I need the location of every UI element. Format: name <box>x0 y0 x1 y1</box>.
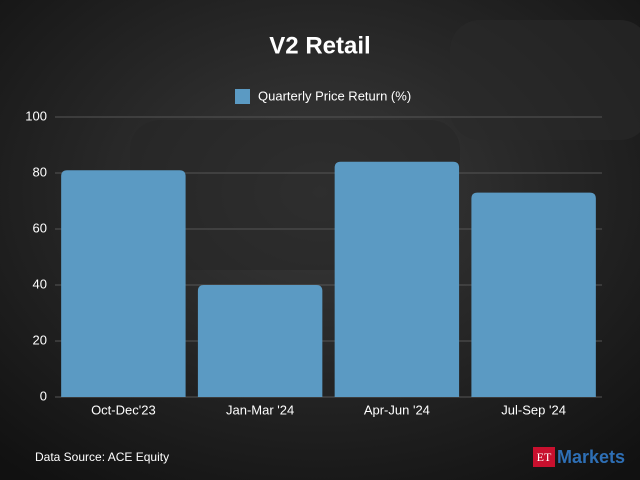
y-tick-label: 0 <box>40 388 47 403</box>
y-tick-label: 100 <box>25 108 47 123</box>
x-tick-label: Oct-Dec'23 <box>91 402 156 417</box>
logo-et: ET <box>537 450 552 464</box>
y-tick-label: 40 <box>33 276 47 291</box>
logo-markets: Markets <box>557 447 625 467</box>
y-tick-label: 80 <box>33 164 47 179</box>
bar <box>197 285 323 397</box>
legend-label: Quarterly Price Return (%) <box>258 88 411 103</box>
x-tick-label: Jan-Mar '24 <box>226 402 294 417</box>
chart-title: V2 Retail <box>269 32 370 59</box>
y-tick-label: 60 <box>33 220 47 235</box>
bar <box>334 161 460 397</box>
legend-swatch <box>235 89 250 104</box>
key-decoration <box>450 20 640 140</box>
logo-box <box>533 447 555 467</box>
bar <box>471 192 596 397</box>
x-tick-label: Jul-Sep '24 <box>501 402 566 417</box>
plot-area: 0 20 40 60 80 100 Oct-Dec'23 Jan-Mar '24 Apr-Jun… <box>25 108 602 417</box>
source-note: Data Source: ACE Equity <box>35 450 169 464</box>
y-tick-label: 20 <box>33 332 47 347</box>
bar <box>61 170 186 397</box>
legend: Quarterly Price Return (%) <box>235 88 411 104</box>
x-tick-label: Apr-Jun '24 <box>364 402 430 417</box>
